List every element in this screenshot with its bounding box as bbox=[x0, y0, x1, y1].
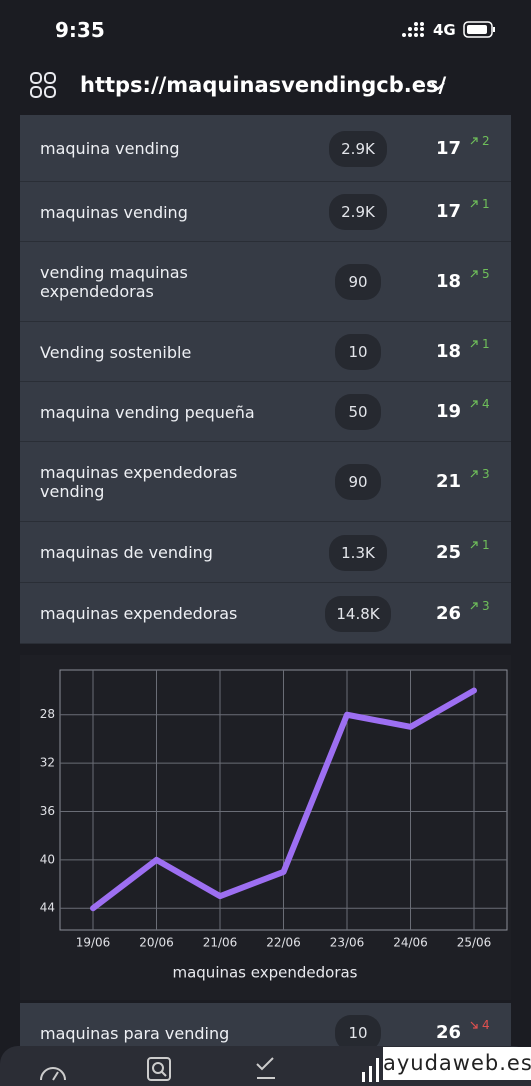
trend-arrow bbox=[470, 540, 478, 548]
position-change: 4 bbox=[482, 397, 490, 411]
trend-arrow bbox=[470, 200, 478, 208]
x-tick-label: 21/06 bbox=[203, 936, 238, 950]
y-tick-label: 36 bbox=[40, 804, 55, 818]
search-volume: 90 bbox=[335, 464, 381, 500]
position-change: 3 bbox=[482, 467, 490, 481]
search-volume: 2.9K bbox=[329, 130, 387, 167]
keyword: vending maquinas expendedoras bbox=[40, 263, 188, 301]
trend-arrow bbox=[470, 400, 478, 408]
keyword: maquinas expendedoras bbox=[40, 604, 238, 623]
trend-arrow bbox=[470, 270, 478, 278]
dropdown-chevron[interactable] bbox=[430, 80, 446, 92]
x-axis-label: maquinas expendedoras bbox=[172, 964, 357, 982]
site-url[interactable]: https://maquinasvendingcb.es/ bbox=[80, 73, 447, 97]
x-tick-label: 22/06 bbox=[266, 936, 301, 950]
keyword: maquinas expendedoras vending bbox=[40, 463, 238, 501]
trend-arrow bbox=[470, 1021, 478, 1029]
x-tick-label: 23/06 bbox=[330, 936, 365, 950]
keyword-row[interactable]: vending maquinas expendedoras 90 18 5 bbox=[20, 242, 511, 322]
trend-arrow bbox=[470, 470, 478, 478]
nav-search[interactable] bbox=[146, 1056, 172, 1082]
nav-tasks[interactable] bbox=[253, 1056, 279, 1082]
search-volume: 90 bbox=[335, 264, 381, 300]
search-volume: 50 bbox=[335, 394, 381, 430]
nav-dashboard[interactable] bbox=[38, 1058, 68, 1082]
position-change: 5 bbox=[482, 267, 490, 281]
position: 17 bbox=[435, 201, 461, 222]
search-volume: 1.3K bbox=[329, 534, 387, 571]
watermark: ayudaweb.es bbox=[383, 1047, 531, 1080]
keyword-row[interactable]: Vending sostenible 10 18 1 bbox=[20, 322, 511, 382]
position-change: 1 bbox=[482, 337, 490, 351]
position-change: 1 bbox=[482, 537, 490, 552]
trend-arrow bbox=[470, 136, 478, 144]
position: 26 bbox=[435, 602, 461, 624]
keyword-row[interactable]: maquina vending 2.9K 17 2 bbox=[20, 115, 511, 182]
position: 25 bbox=[435, 541, 461, 563]
position-change: 1 bbox=[482, 197, 490, 211]
status-network: 4G bbox=[433, 21, 456, 39]
keyword-row[interactable]: maquinas de vending 1.3K 25 1 bbox=[20, 522, 511, 583]
chart: maquinas expendedoras 28 32 36 40 44 19/06 20/… bbox=[20, 655, 511, 1000]
search-volume: 10 bbox=[335, 334, 381, 370]
position-change: 3 bbox=[482, 598, 490, 613]
y-tick-label: 32 bbox=[40, 756, 55, 770]
keyword: maquinas para vending bbox=[40, 1023, 230, 1043]
keyword: maquinas vending bbox=[40, 202, 188, 222]
trend-arrow bbox=[470, 340, 478, 348]
position-change: 2 bbox=[482, 133, 490, 148]
x-tick-label: 24/06 bbox=[393, 936, 428, 950]
position: 26 bbox=[435, 1022, 461, 1043]
keyword: maquina vending pequeña bbox=[40, 402, 255, 422]
position: 18 bbox=[435, 341, 461, 362]
keyword-row[interactable]: maquinas vending 2.9K 17 1 bbox=[20, 182, 511, 242]
y-tick-label: 44 bbox=[40, 901, 55, 915]
position: 19 bbox=[435, 401, 461, 422]
y-tick-label: 28 bbox=[40, 707, 55, 721]
signal-icon bbox=[402, 22, 424, 37]
keyword: Vending sostenible bbox=[40, 342, 192, 362]
search-volume: 2.9K bbox=[329, 194, 387, 230]
keyword: maquina vending bbox=[40, 139, 180, 158]
trend-arrow bbox=[470, 601, 478, 609]
x-tick-label: 19/06 bbox=[76, 936, 111, 950]
status-time: 9:35 bbox=[55, 18, 105, 42]
keyword-row[interactable]: maquinas expendedoras 14.8K 26 3 bbox=[20, 583, 511, 644]
y-tick-label: 40 bbox=[40, 852, 55, 866]
nav-rankings[interactable] bbox=[360, 1056, 382, 1082]
apps-icon[interactable] bbox=[29, 71, 59, 101]
position: 21 bbox=[435, 471, 461, 492]
search-volume: 14.8K bbox=[325, 595, 391, 632]
position-change: 4 bbox=[482, 1018, 490, 1032]
position: 17 bbox=[435, 137, 461, 159]
keyword-row[interactable]: maquinas expendedoras vending 90 21 3 bbox=[20, 442, 511, 522]
position: 18 bbox=[435, 271, 461, 292]
x-tick-label: 20/06 bbox=[139, 936, 174, 950]
battery-icon bbox=[463, 21, 495, 38]
search-volume: 10 bbox=[335, 1015, 381, 1051]
data-line bbox=[90, 687, 477, 912]
keyword-row[interactable]: maquina vending pequeña 50 19 4 bbox=[20, 382, 511, 442]
keyword: maquinas de vending bbox=[40, 543, 213, 562]
x-tick-label: 25/06 bbox=[457, 936, 492, 950]
